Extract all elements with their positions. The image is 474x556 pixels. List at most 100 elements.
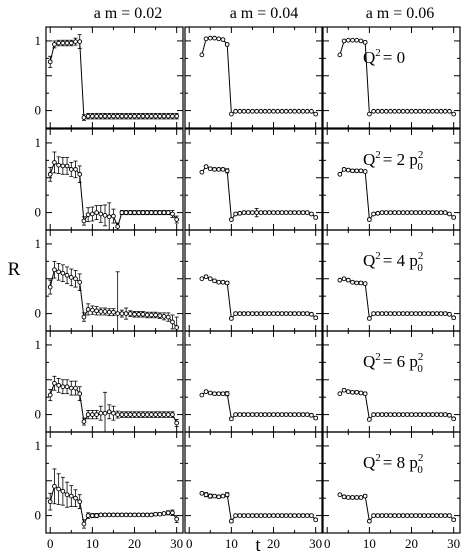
data-point [421, 412, 427, 417]
data-point [81, 115, 87, 120]
data-point [266, 311, 272, 316]
q-label-rhs: = 6 p [383, 352, 418, 371]
data-point [102, 213, 108, 218]
data-point [254, 311, 260, 316]
data-point [203, 274, 209, 280]
data-point [216, 167, 222, 172]
data-point [375, 311, 381, 316]
y-tick-label: 1 [35, 438, 42, 453]
data-point [149, 113, 154, 119]
panel-r0-c0: 10 [35, 26, 184, 129]
x-tick-label: 20 [405, 536, 418, 551]
data-point [375, 210, 381, 216]
data-point [237, 210, 243, 216]
data-point [300, 210, 306, 215]
data-point [140, 113, 146, 119]
data-point [102, 309, 108, 314]
data-point [81, 419, 87, 424]
data-point [371, 311, 376, 316]
data-point [421, 513, 427, 518]
data-point [254, 210, 260, 215]
data-point [220, 493, 226, 499]
data-point [90, 307, 95, 313]
data-point [438, 412, 444, 417]
data-point [47, 392, 53, 398]
data-point [337, 171, 343, 177]
data-point [170, 319, 175, 325]
data-point [371, 412, 376, 417]
data-point [199, 169, 205, 175]
panel-r0-c2 [322, 26, 461, 129]
data-point [404, 311, 410, 316]
data-point [388, 311, 393, 316]
data-point [447, 211, 452, 217]
data-point [149, 210, 154, 215]
data-point [174, 113, 180, 119]
data-point [379, 108, 385, 114]
data-point [345, 277, 351, 283]
data-point [426, 210, 431, 215]
series-line [49, 41, 177, 119]
data-point [132, 311, 137, 317]
data-point [371, 211, 376, 217]
data-point [229, 111, 234, 117]
data-point [379, 412, 385, 417]
data-point [203, 164, 209, 169]
data-point [258, 412, 264, 417]
data-point [153, 210, 158, 215]
data-point [207, 35, 213, 41]
data-point [292, 311, 297, 316]
q-squared-label: Q2 = 6 p2 0 [363, 351, 423, 375]
data-point [245, 108, 251, 114]
data-point [296, 412, 302, 417]
data-point [438, 108, 444, 114]
data-point [388, 513, 393, 518]
data-point [341, 276, 347, 282]
data-point [229, 518, 234, 524]
data-point [127, 512, 133, 518]
data-point [136, 512, 142, 518]
data-point [442, 513, 448, 518]
data-point [90, 412, 95, 417]
data-point [409, 210, 414, 215]
data-point [262, 412, 268, 417]
data-point [313, 111, 319, 117]
data-point [73, 39, 78, 44]
data-point [354, 280, 360, 286]
q-label-lhs: Q [363, 150, 375, 169]
data-point [132, 512, 137, 518]
data-point [47, 284, 53, 290]
data-point [153, 312, 158, 318]
x-tick-label: 10 [363, 536, 376, 551]
data-point [52, 160, 57, 165]
data-point [250, 108, 255, 114]
data-point [283, 311, 289, 316]
x-tick-label: 20 [128, 536, 141, 551]
panel-frame [322, 330, 461, 433]
data-point [345, 37, 351, 43]
data-point [174, 420, 180, 426]
data-point [375, 513, 381, 518]
data-point [309, 311, 314, 317]
data-point [52, 267, 57, 273]
data-point [350, 37, 355, 43]
data-point [350, 389, 355, 395]
data-point [203, 36, 209, 42]
data-point [60, 488, 66, 494]
data-point [358, 390, 364, 396]
data-point [362, 281, 368, 286]
data-point [106, 214, 112, 220]
data-point [119, 412, 125, 417]
data-point [292, 108, 297, 114]
data-point [296, 210, 302, 215]
data-point [60, 270, 66, 276]
data-point [271, 412, 276, 417]
data-point [430, 210, 435, 215]
data-point [245, 311, 251, 316]
x-axis-label: t [255, 535, 261, 556]
y-tick-label: 1 [35, 33, 42, 48]
data-point [199, 490, 205, 496]
y-tick-label: 0 [35, 205, 42, 220]
q-label-lhs: Q [363, 48, 375, 67]
data-point [94, 113, 99, 119]
